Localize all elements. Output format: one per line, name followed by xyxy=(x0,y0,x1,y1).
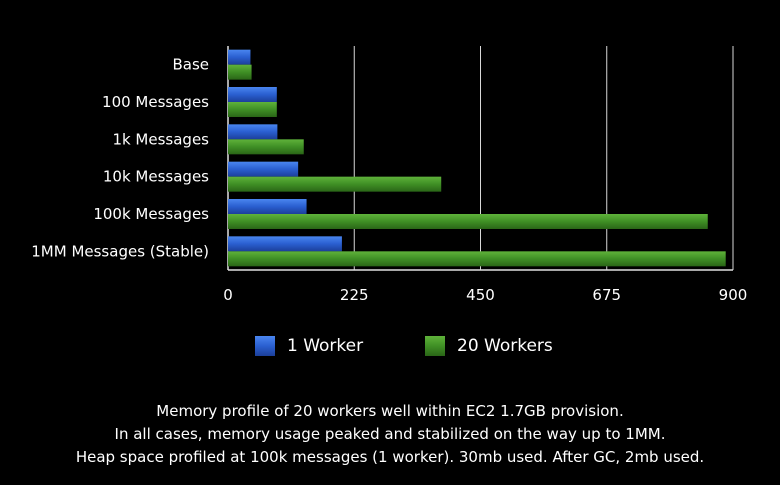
x-tick-label: 225 xyxy=(340,286,369,304)
x-tick-labels: 0 225 450 675 900 xyxy=(223,286,747,304)
legend-label: 1 Worker xyxy=(287,336,364,356)
x-tick-label: 450 xyxy=(466,286,495,304)
bar-1-worker xyxy=(228,124,278,140)
legend-item-20-workers: 20 Workers xyxy=(425,333,553,359)
legend-swatch-green xyxy=(425,336,445,356)
bar-1-worker xyxy=(228,236,342,252)
bar-chart: Base 100 Messages 1k Messages 10k Messages 1… xyxy=(31,46,747,304)
category-labels: Base 100 Messages 1k Messages 10k Messages 1… xyxy=(31,56,209,261)
legend-swatch-blue xyxy=(255,336,275,356)
category-label: 100 Messages xyxy=(102,93,209,111)
caption-line: In all cases, memory usage peaked and st… xyxy=(114,425,666,443)
category-label: 100k Messages xyxy=(93,205,209,223)
bar-20-workers xyxy=(228,251,726,267)
legend: 1 Worker 20 Workers xyxy=(0,333,780,359)
bar-1-worker xyxy=(228,199,307,214)
category-label: Base xyxy=(172,56,209,74)
category-label: 1MM Messages (Stable) xyxy=(31,242,209,260)
x-tick-label: 675 xyxy=(592,286,621,304)
bar-1-worker xyxy=(228,49,251,65)
bar-20-workers xyxy=(228,214,708,229)
caption-line: Memory profile of 20 workers well within… xyxy=(156,402,624,420)
x-tick-label: 0 xyxy=(223,286,233,304)
bar-1-worker xyxy=(228,161,299,177)
legend-item-1-worker: 1 Worker xyxy=(255,333,363,359)
bar-20-workers xyxy=(228,102,277,117)
category-label: 1k Messages xyxy=(112,130,209,148)
bar-20-workers xyxy=(228,176,442,192)
bar-20-workers xyxy=(228,64,252,80)
grid-lines xyxy=(227,46,734,271)
category-label: 10k Messages xyxy=(103,168,209,186)
bar-20-workers xyxy=(228,139,304,155)
bars xyxy=(228,49,726,267)
caption: Memory profile of 20 workers well within… xyxy=(0,400,780,469)
legend-label: 20 Workers xyxy=(457,336,553,356)
bar-1-worker xyxy=(228,87,277,102)
caption-line: Heap space profiled at 100k messages (1 … xyxy=(75,448,705,466)
x-tick-label: 900 xyxy=(719,286,748,304)
